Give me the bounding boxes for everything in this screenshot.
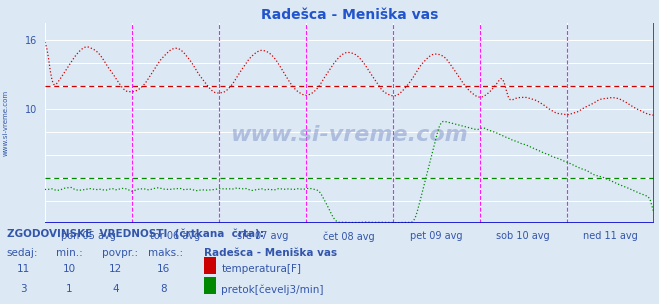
- Text: 11: 11: [16, 264, 30, 275]
- Text: www.si-vreme.com: www.si-vreme.com: [2, 90, 9, 156]
- Text: 10: 10: [63, 264, 76, 275]
- Text: 16: 16: [157, 264, 170, 275]
- Text: sedaj:: sedaj:: [7, 248, 38, 258]
- Text: maks.:: maks.:: [148, 248, 183, 258]
- Text: ZGODOVINSKE  VREDNOSTI  (črtkana  črta):: ZGODOVINSKE VREDNOSTI (črtkana črta):: [7, 229, 264, 239]
- Text: 8: 8: [160, 284, 167, 294]
- Text: pretok[čevelj3/min]: pretok[čevelj3/min]: [221, 284, 324, 295]
- Text: Radešca - Meniška vas: Radešca - Meniška vas: [204, 248, 337, 258]
- Text: min.:: min.:: [56, 248, 83, 258]
- Text: 3: 3: [20, 284, 26, 294]
- Text: povpr.:: povpr.:: [102, 248, 138, 258]
- Text: temperatura[F]: temperatura[F]: [221, 264, 301, 275]
- Text: 4: 4: [112, 284, 119, 294]
- Text: 1: 1: [66, 284, 72, 294]
- Text: www.si-vreme.com: www.si-vreme.com: [231, 125, 468, 145]
- Text: 12: 12: [109, 264, 122, 275]
- Title: Radešca - Meniška vas: Radešca - Meniška vas: [260, 8, 438, 22]
